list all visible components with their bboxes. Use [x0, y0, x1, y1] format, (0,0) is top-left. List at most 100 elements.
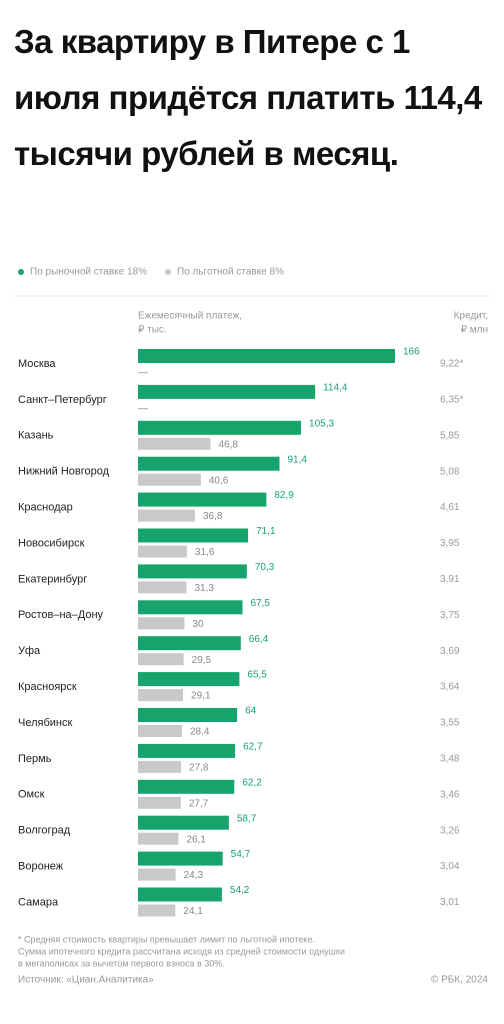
value-label: 105,3 — [309, 418, 334, 429]
footnote: * Средняя стоимость квартиры превышает л… — [18, 934, 315, 944]
value-label: 67,5 — [251, 598, 271, 609]
category-label: Казань — [18, 430, 54, 442]
bar — [138, 617, 185, 630]
bar — [138, 904, 176, 917]
value-label: 65,5 — [247, 670, 267, 681]
bar — [138, 636, 241, 651]
category-label: Самара — [18, 896, 59, 908]
value-label: 24,1 — [183, 906, 203, 917]
footnote: Сумма ипотечного кредита рассчитана исхо… — [18, 946, 345, 956]
category-label: Ростов–на–Дону — [18, 609, 104, 621]
bar — [138, 653, 184, 666]
bar — [138, 473, 201, 486]
bar — [138, 832, 179, 845]
value-label: 30 — [192, 619, 204, 630]
value-label: 27,7 — [189, 798, 209, 809]
credit-label: 3,26 — [440, 825, 460, 836]
bar — [138, 492, 267, 507]
category-label: Москва — [18, 358, 56, 370]
value-label: 166 — [403, 347, 420, 358]
credit-label: 3,48 — [440, 754, 460, 765]
value-label: — — [138, 404, 148, 415]
value-label: 91,4 — [288, 454, 308, 465]
value-label: 66,4 — [249, 634, 269, 645]
credit-label: 3,64 — [440, 682, 460, 693]
legend-label: По льготной ставке 8% — [177, 267, 284, 278]
value-label: 46,8 — [218, 439, 238, 450]
bar — [138, 815, 229, 830]
chart-title: За квартиру в Питере с 1 июля придётся п… — [14, 23, 482, 172]
value-label: 54,2 — [230, 885, 250, 896]
bar — [138, 349, 395, 363]
credit-label: 3,55 — [440, 718, 460, 729]
credit-label: 4,61 — [440, 502, 460, 513]
category-label: Омск — [18, 789, 45, 801]
bar — [138, 437, 211, 450]
value-header: Ежемесячный платеж, — [138, 311, 242, 322]
legend-marker — [164, 269, 171, 275]
bar — [138, 509, 195, 522]
value-label: 54,7 — [231, 849, 251, 860]
value-label: 27,8 — [189, 763, 209, 774]
value-label: 62,7 — [243, 742, 263, 753]
footnote: в мегаполисах за вычетом первого взноса … — [18, 958, 225, 968]
bar — [138, 779, 235, 794]
value-label: 70,3 — [255, 562, 275, 573]
bar — [138, 689, 184, 702]
bar — [138, 456, 280, 471]
value-label: 114,4 — [323, 383, 348, 394]
credit-label: 3,91 — [440, 574, 460, 585]
bar — [138, 581, 187, 594]
bar — [138, 887, 222, 902]
value-label: 29,1 — [191, 691, 211, 702]
category-label: Пермь — [18, 753, 52, 765]
bar — [138, 796, 181, 809]
category-label: Волгоград — [18, 825, 71, 837]
category-label: Краснодар — [18, 502, 73, 514]
credit-unit: ₽ млн — [461, 325, 488, 336]
credit-label: 5,85 — [440, 430, 460, 441]
bar — [138, 868, 176, 881]
source: Источник: «Циан.Аналитика» — [18, 975, 154, 986]
category-label: Новосибирск — [18, 537, 85, 549]
value-label: 62,2 — [242, 777, 262, 788]
legend-label: По рыночной ставке 18% — [30, 267, 147, 278]
bar — [138, 851, 223, 866]
bar — [138, 725, 182, 737]
bar — [138, 545, 187, 558]
category-label: Челябинск — [18, 717, 72, 729]
category-label: Екатеринбург — [18, 573, 87, 585]
credit-label: 3,95 — [440, 538, 460, 549]
credit-label: 5,08 — [440, 466, 460, 477]
value-label: 29,5 — [192, 655, 212, 666]
value-label: 28,4 — [190, 727, 210, 738]
credit-header: Кредит, — [454, 311, 488, 322]
category-label: Нижний Новгород — [18, 466, 110, 478]
bar — [138, 672, 240, 687]
value-label: 82,9 — [274, 490, 294, 501]
bar — [138, 743, 236, 758]
value-label: — — [138, 368, 148, 379]
credit-label: 3,04 — [440, 861, 460, 872]
bar — [138, 708, 238, 722]
bar — [138, 420, 302, 435]
bar — [138, 384, 316, 399]
category-label: Уфа — [18, 645, 41, 657]
credit-label: 3,46 — [440, 789, 460, 800]
value-label: 31,3 — [194, 583, 214, 594]
value-label: 64 — [245, 706, 257, 717]
bar — [138, 760, 182, 773]
copyright: © РБК, 2024 — [431, 975, 488, 986]
bar — [138, 600, 243, 615]
value-label: 71,1 — [256, 526, 276, 537]
bar — [138, 564, 247, 579]
credit-label: 6,35* — [440, 395, 463, 406]
value-label: 58,7 — [237, 813, 257, 824]
value-unit: ₽ тыс. — [138, 325, 167, 336]
bar — [138, 528, 249, 543]
credit-label: 3,75 — [440, 610, 460, 621]
value-label: 31,6 — [195, 547, 215, 558]
value-label: 40,6 — [209, 475, 229, 486]
